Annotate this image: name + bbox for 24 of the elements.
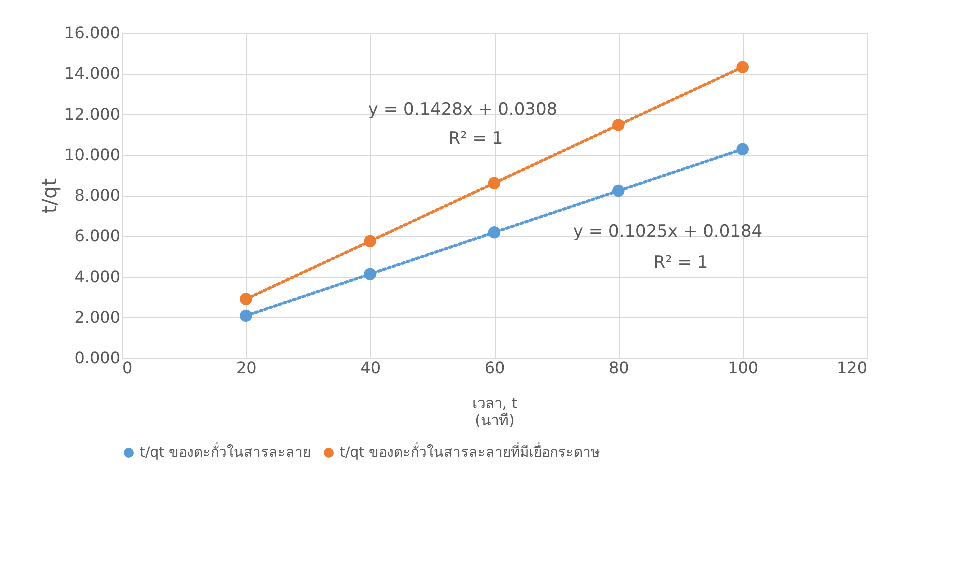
x-tick-label: 100 — [728, 358, 759, 378]
y-axis-title: t/qt — [38, 178, 62, 214]
y-tick-label: 10.000 — [64, 145, 120, 164]
y-tick-label: 14.000 — [64, 64, 120, 84]
annotation: R² = 1 — [448, 129, 504, 149]
y-tick-label: 16.000 — [64, 24, 120, 42]
y-tick-label: 0.000 — [74, 348, 120, 368]
annotation: R² = 1 — [654, 253, 708, 273]
x-tick-label: 80 — [608, 358, 630, 378]
legend-label: t/qt ของตะกั่วในสารละลาย — [140, 443, 312, 461]
x-tick-label: 40 — [360, 358, 382, 378]
y-tick-label: 6.000 — [74, 226, 120, 246]
x-axis-title: เวลา, t (นาที) — [472, 394, 518, 430]
x-tick-label: 20 — [236, 358, 257, 378]
y-tick-label: 4.000 — [74, 267, 120, 286]
legend-label: t/qt ของตะกั่วในสารละลายที่มีเยื่อกระดาษ — [340, 443, 600, 461]
annotation: y = 0.1025x + 0.0184 — [573, 222, 763, 242]
x-tick-label: 0 — [122, 358, 133, 378]
x-tick-label: 120 — [836, 358, 868, 378]
annotation: y = 0.1428x + 0.0308 — [368, 100, 558, 120]
y-tick-label: 12.000 — [64, 104, 120, 124]
y-tick-label: 2.000 — [74, 308, 120, 327]
x-tick-label: 60 — [484, 358, 506, 378]
y-tick-label: 8.000 — [74, 186, 120, 205]
